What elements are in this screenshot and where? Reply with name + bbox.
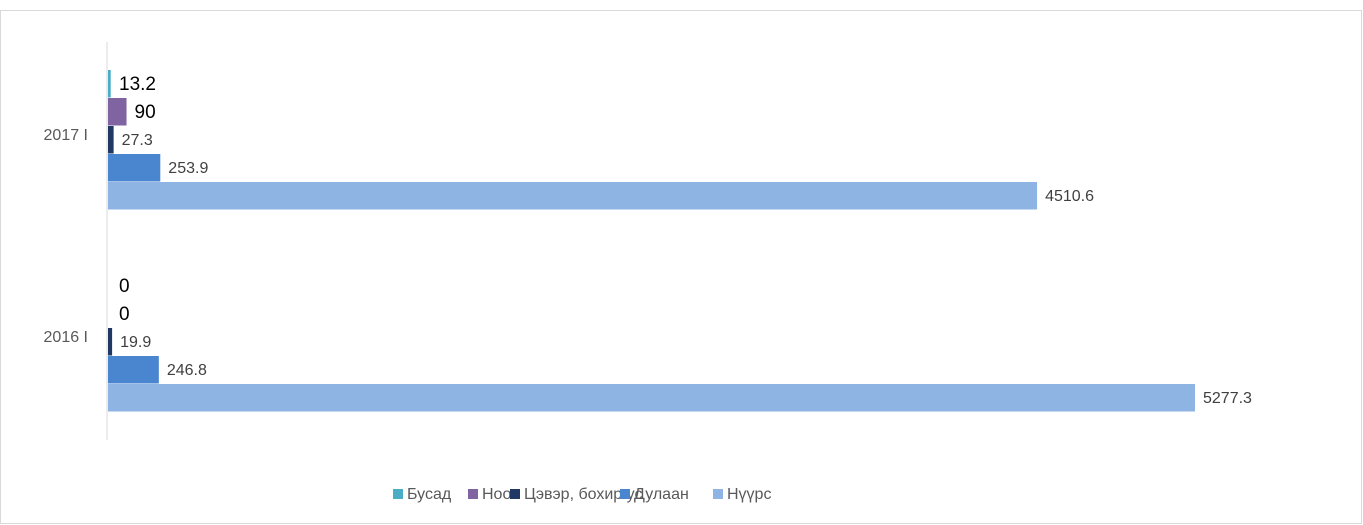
legend-swatch xyxy=(620,489,630,499)
legend-swatch xyxy=(393,489,403,499)
data-label: 253.9 xyxy=(168,160,208,177)
legend-swatch xyxy=(713,489,723,499)
data-label: 27.3 xyxy=(122,132,153,149)
data-label: 19.9 xyxy=(120,334,151,351)
legend-label: Цэвэр, бохир ус xyxy=(524,486,642,503)
legend-swatch xyxy=(468,489,478,499)
data-label: 4510.6 xyxy=(1045,188,1094,205)
data-label: 0 xyxy=(119,304,130,325)
data-label: 246.8 xyxy=(167,362,207,379)
data-label: 13.2 xyxy=(119,74,156,95)
bar xyxy=(108,356,159,384)
bar xyxy=(108,154,161,182)
category-label: 2017 I xyxy=(44,127,88,144)
legend-label: Бусад xyxy=(407,486,452,503)
legend-swatch xyxy=(510,489,520,499)
legend-label: Нүүрс xyxy=(727,486,771,503)
data-label: 90 xyxy=(135,102,156,123)
bar xyxy=(108,328,113,356)
category-label: 2016 I xyxy=(44,329,88,346)
chart-border xyxy=(0,10,1362,524)
data-label: 0 xyxy=(119,276,130,297)
bar xyxy=(108,182,1038,210)
bar xyxy=(108,126,114,154)
bar xyxy=(108,98,127,126)
bar xyxy=(108,384,1195,412)
data-label: 5277.3 xyxy=(1203,390,1252,407)
legend-label: Дулаан xyxy=(634,486,689,503)
bar xyxy=(108,70,111,98)
